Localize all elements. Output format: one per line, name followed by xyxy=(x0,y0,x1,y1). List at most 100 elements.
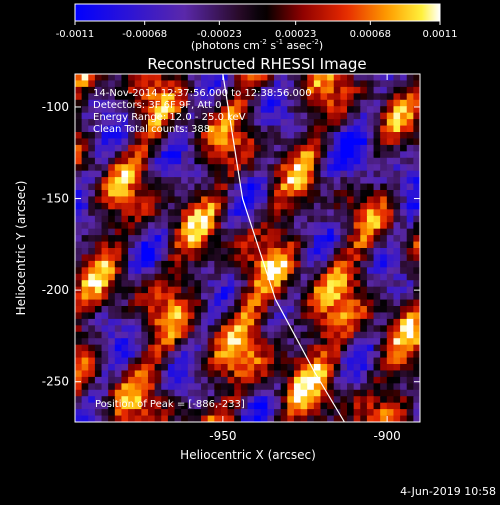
heatmap-cell xyxy=(287,74,295,82)
heatmap-cell xyxy=(227,112,235,120)
heatmap-cell xyxy=(247,190,255,198)
heatmap-cell xyxy=(307,351,315,359)
heatmap-cell xyxy=(88,222,96,230)
heatmap-cell xyxy=(181,370,189,378)
heatmap-cell xyxy=(406,209,414,217)
heatmap-cell xyxy=(386,286,395,294)
heatmap-cell xyxy=(121,151,129,159)
heatmap-cell xyxy=(207,260,215,268)
heatmap-cell xyxy=(293,112,302,120)
heatmap-cell xyxy=(320,325,328,333)
heatmap-cell xyxy=(406,74,414,82)
heatmap-cell xyxy=(400,286,408,294)
heatmap-cell xyxy=(373,344,381,352)
heatmap-cell xyxy=(121,312,129,320)
heatmap-cell xyxy=(181,132,189,140)
heatmap-cell xyxy=(386,99,395,107)
heatmap-cell xyxy=(134,119,142,127)
heatmap-cell xyxy=(234,364,242,372)
heatmap-cell xyxy=(75,357,83,365)
heatmap-cell xyxy=(327,99,335,107)
heatmap-cell xyxy=(333,183,341,191)
heatmap-cell xyxy=(274,144,282,152)
heatmap-cell xyxy=(254,144,262,152)
heatmap-cell xyxy=(181,125,189,133)
heatmap-cell xyxy=(393,86,401,94)
heatmap-cell xyxy=(234,331,242,339)
heatmap-cell xyxy=(413,409,420,417)
heatmap-cell xyxy=(227,370,235,378)
x-tick-label: -950 xyxy=(209,429,236,443)
heatmap-cell xyxy=(81,299,89,307)
heatmap-cell xyxy=(406,93,414,101)
heatmap-cell xyxy=(380,280,388,288)
heatmap-cell xyxy=(333,222,341,230)
heatmap-cell xyxy=(274,364,282,372)
heatmap-cell xyxy=(81,202,89,210)
heatmap-cell xyxy=(340,293,348,301)
heatmap-cell xyxy=(267,286,275,294)
heatmap-cell xyxy=(393,306,401,314)
heatmap-cell xyxy=(75,402,83,410)
heatmap-cell xyxy=(353,209,361,217)
heatmap-cell xyxy=(406,190,414,198)
heatmap-cell xyxy=(320,93,328,101)
heatmap-cell xyxy=(81,157,89,165)
heatmap-cell xyxy=(194,273,202,281)
heatmap-cell xyxy=(247,151,255,159)
heatmap-cell xyxy=(260,80,268,88)
heatmap-cell xyxy=(267,132,275,140)
heatmap-cell xyxy=(347,132,355,140)
heatmap-cell xyxy=(161,215,169,223)
heatmap-cell xyxy=(274,267,282,275)
heatmap-cell xyxy=(220,93,229,101)
heatmap-cell xyxy=(340,351,348,359)
heatmap-cell xyxy=(220,306,229,314)
heatmap-cell xyxy=(114,383,123,391)
heatmap-cell xyxy=(280,74,288,82)
heatmap-cell xyxy=(274,170,282,178)
heatmap-cell xyxy=(340,144,348,152)
heatmap-cell xyxy=(234,196,242,204)
heatmap-cell xyxy=(274,86,282,94)
annotation-peak-position: Position of Peak = [-886,-233] xyxy=(95,399,245,410)
heatmap-cell xyxy=(333,286,341,294)
heatmap-cell xyxy=(393,144,401,152)
heatmap-cell xyxy=(274,254,282,262)
heatmap-cell xyxy=(254,119,262,127)
heatmap-cell xyxy=(340,260,348,268)
heatmap-cell xyxy=(293,351,302,359)
heatmap-cell xyxy=(400,190,408,198)
heatmap-cell xyxy=(360,177,368,185)
heatmap-cell xyxy=(340,415,348,422)
heatmap-cell xyxy=(260,364,268,372)
heatmap-cell xyxy=(234,209,242,217)
heatmap-cell xyxy=(406,183,414,191)
heatmap-cell xyxy=(220,325,229,333)
heatmap-cell xyxy=(147,132,156,140)
heatmap-cell xyxy=(75,351,83,359)
heatmap-cell xyxy=(141,364,149,372)
heatmap-cell xyxy=(75,138,83,146)
heatmap-cell xyxy=(227,351,235,359)
heatmap-cell xyxy=(114,254,123,262)
heatmap-cell xyxy=(260,299,268,307)
heatmap-cell xyxy=(373,170,381,178)
y-tick-label: -200 xyxy=(42,283,69,297)
heatmap-cell xyxy=(360,164,368,172)
heatmap-cell xyxy=(327,280,335,288)
heatmap-cell xyxy=(333,351,341,359)
heatmap-cell xyxy=(313,151,322,159)
heatmap-cell xyxy=(360,112,368,120)
heatmap-cell xyxy=(94,157,103,165)
heatmap-cell xyxy=(260,164,268,172)
heatmap-cell xyxy=(207,389,215,397)
heatmap-cell xyxy=(386,170,395,178)
heatmap-cell xyxy=(274,370,282,378)
heatmap-cell xyxy=(220,383,229,391)
heatmap-cell xyxy=(187,280,196,288)
heatmap-cell xyxy=(101,80,109,88)
heatmap-cell xyxy=(267,402,275,410)
heatmap-cell xyxy=(406,170,414,178)
